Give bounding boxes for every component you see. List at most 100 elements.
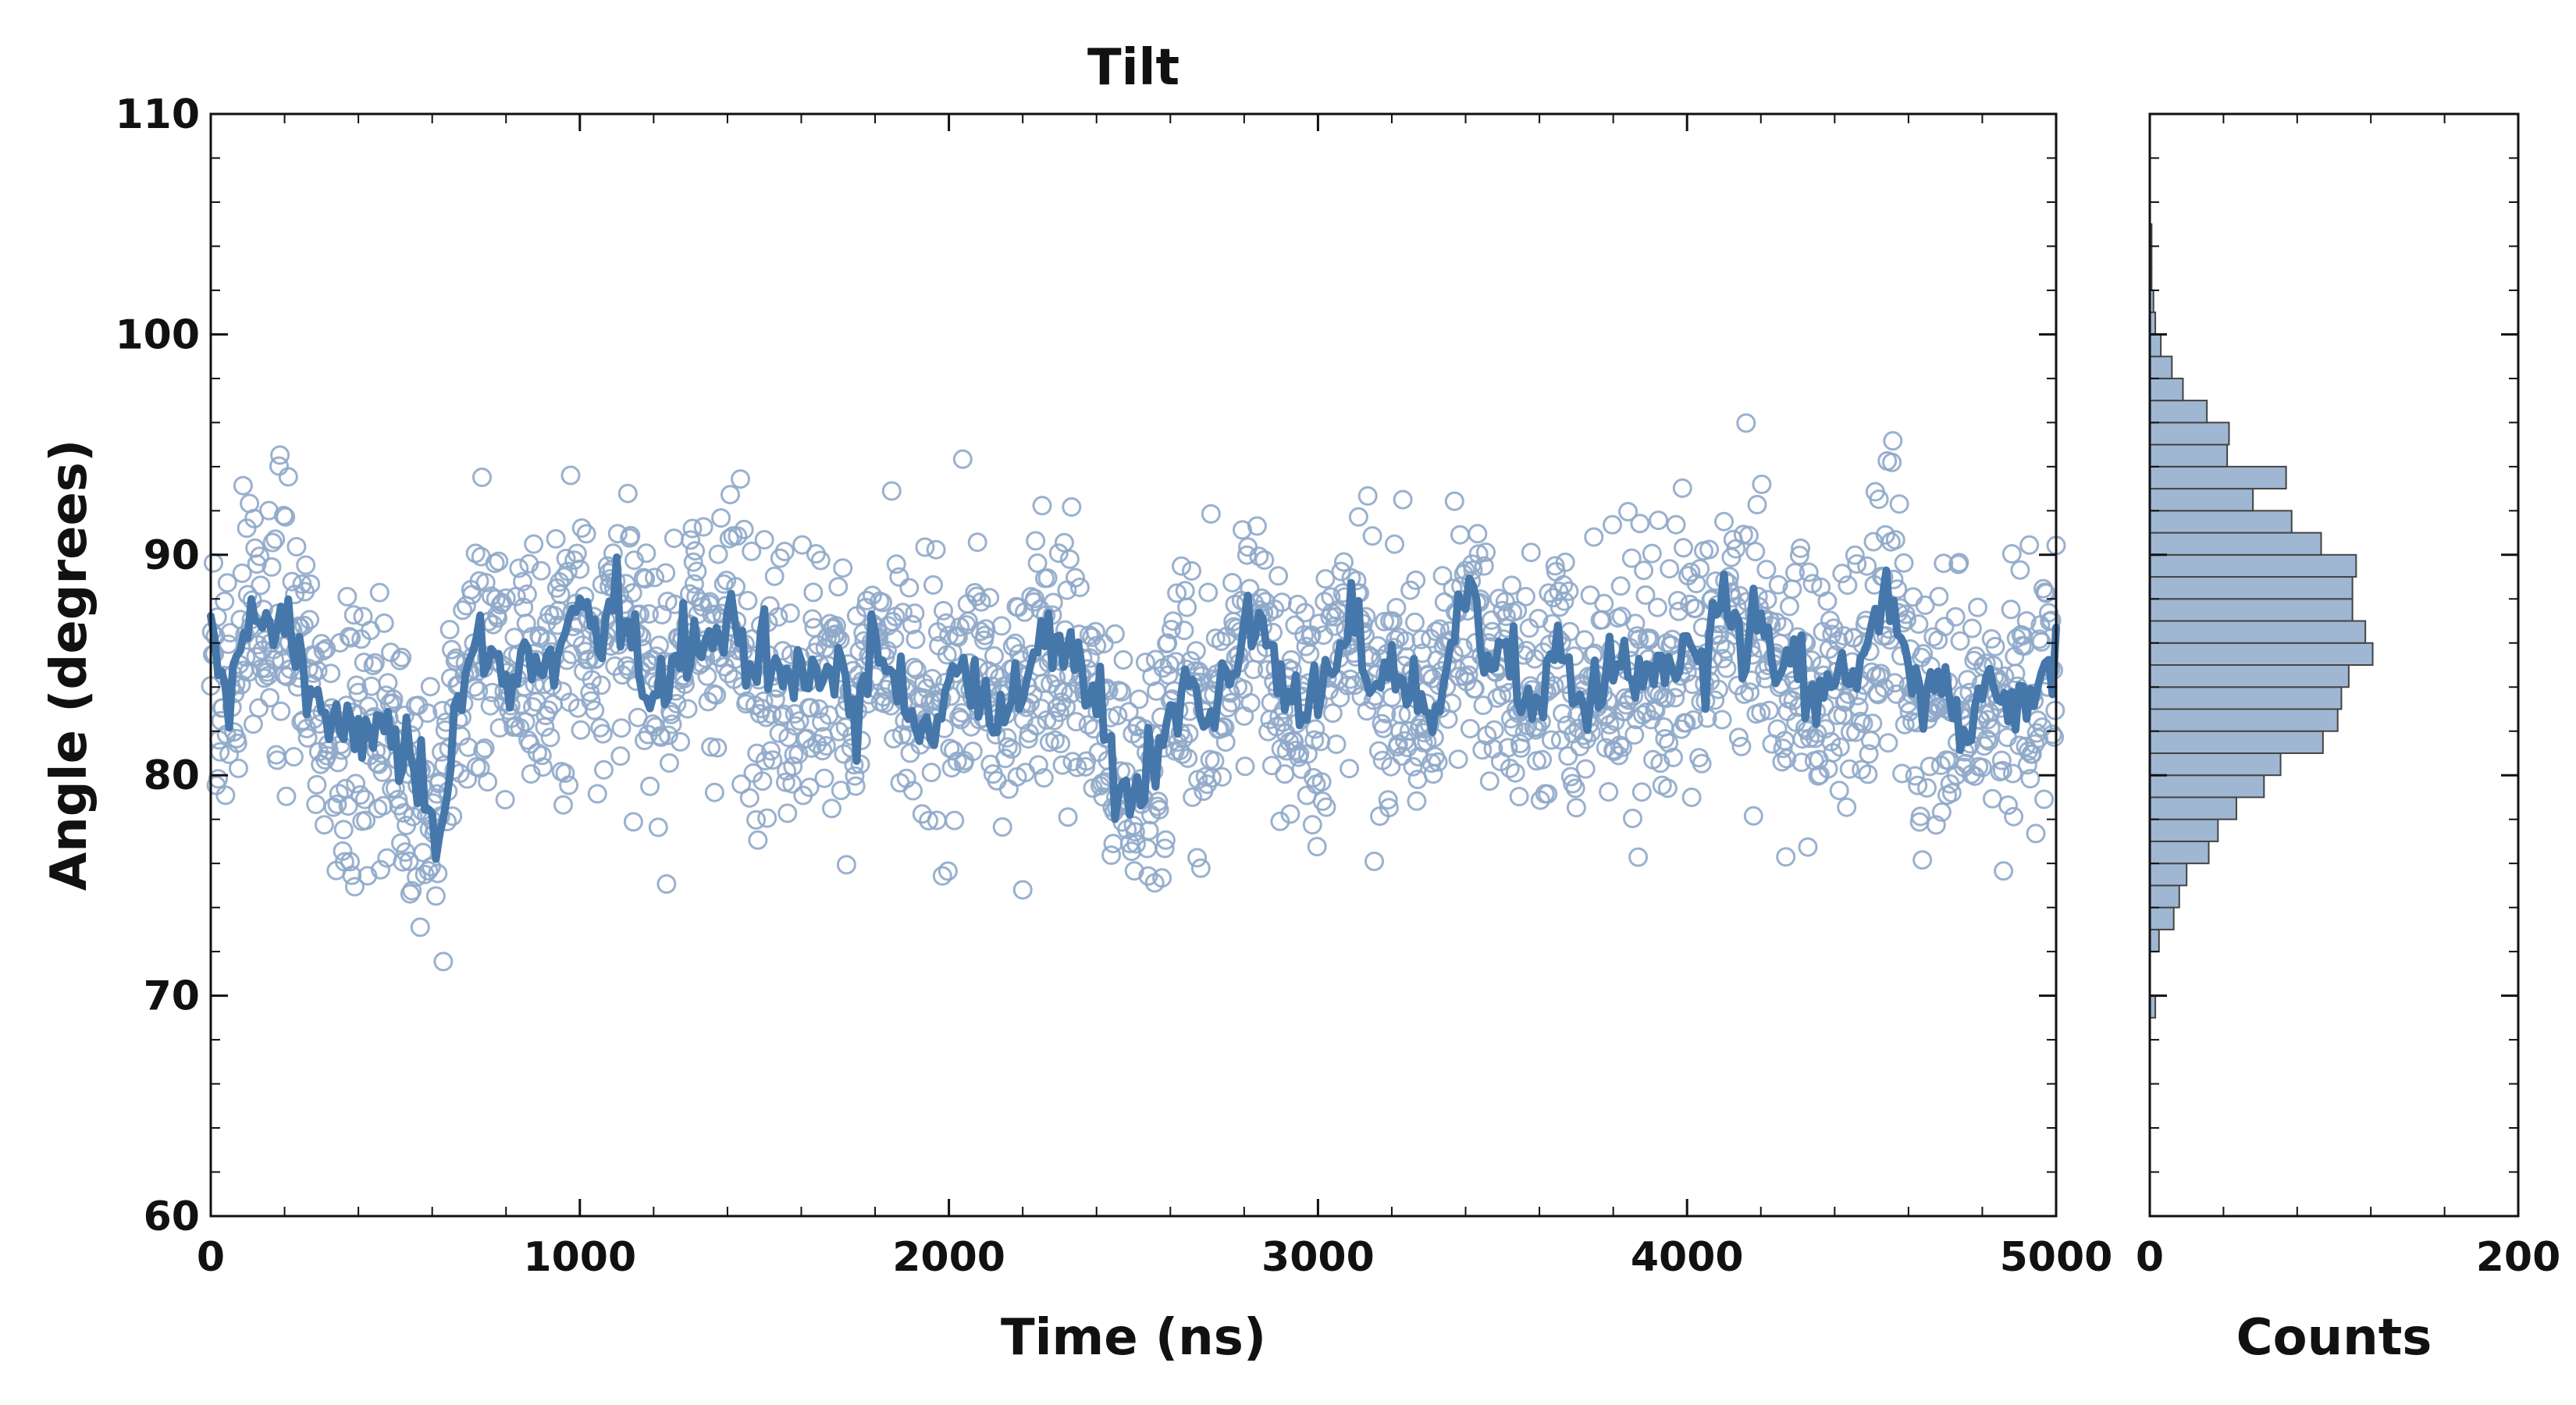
scatter-point — [742, 541, 762, 561]
scatter-point — [329, 784, 349, 804]
scatter-point — [571, 720, 591, 740]
histogram-bars — [2149, 223, 2374, 1019]
scatter-point — [1357, 701, 1377, 721]
scatter-point — [984, 646, 1004, 666]
scatter-point — [2019, 535, 2040, 555]
scatter-point — [1699, 539, 1720, 560]
scatter-point — [945, 810, 965, 831]
scatter-point — [1069, 578, 1090, 597]
scatter-point — [468, 681, 489, 701]
scatter-point — [340, 852, 360, 872]
scatter-point — [294, 615, 314, 635]
scatter-point — [660, 753, 679, 773]
scatter-point — [1665, 688, 1685, 708]
scatter-point — [557, 561, 578, 582]
scatter-point — [1979, 731, 1999, 751]
scatter-point — [649, 635, 669, 656]
scatter-point — [1078, 715, 1098, 735]
scatter-point — [227, 733, 247, 753]
scatter-point — [1839, 759, 1859, 779]
scatter-point — [828, 577, 849, 597]
scatter-point — [204, 553, 223, 573]
scatter-point — [992, 817, 1012, 837]
scatter-point — [369, 582, 390, 603]
scatter-point — [232, 563, 252, 583]
scatter-point — [764, 566, 785, 586]
scatter-point — [902, 614, 922, 635]
scatter-point — [1031, 699, 1051, 719]
scatter-point — [390, 650, 410, 670]
scatter-point — [734, 519, 754, 539]
scatter-point — [1268, 566, 1289, 586]
scatter-point — [1663, 747, 1683, 767]
scatter-point — [1853, 713, 1873, 734]
scatter-point — [1574, 630, 1595, 650]
scatter-point — [611, 718, 632, 738]
x-tick-label: 5000 — [2000, 1234, 2113, 1281]
scatter-point — [1487, 688, 1507, 708]
scatter-point — [1628, 847, 1649, 867]
scatter-point — [1190, 858, 1211, 878]
scatter-point — [581, 691, 601, 711]
scatter-point — [1884, 673, 1905, 693]
scatter-point — [300, 610, 319, 630]
scatter-point — [934, 600, 953, 621]
scatter-point — [704, 782, 724, 802]
histogram-bar — [2149, 686, 2343, 710]
histogram-bar — [2149, 884, 2180, 909]
scatter-point — [388, 789, 408, 809]
scatter-point — [1631, 782, 1652, 802]
scatter-point — [891, 724, 912, 745]
scatter-point — [358, 696, 379, 717]
scatter-point — [1393, 489, 1413, 510]
scatter-point — [774, 542, 795, 561]
scatter-point — [1054, 532, 1074, 553]
scatter-point — [422, 856, 441, 877]
scatter-point — [591, 675, 611, 695]
scatter-point — [1859, 744, 1879, 764]
scatter-point — [1382, 611, 1403, 631]
scatter-point — [1903, 587, 1923, 607]
histogram-bar — [2149, 422, 2230, 446]
scatter-point — [1405, 612, 1425, 632]
scatter-point — [1056, 697, 1076, 717]
scatter-point — [1331, 561, 1351, 582]
scatter-point — [1978, 710, 1998, 730]
scatter-point — [1874, 678, 1895, 698]
scatter-point — [1532, 749, 1553, 770]
scatter-point — [478, 772, 498, 792]
scatter-point — [1215, 732, 1236, 752]
scatter-point — [1305, 719, 1325, 739]
scatter-point — [1736, 413, 1756, 433]
scatter-point — [1450, 525, 1470, 545]
histogram-bar — [2149, 642, 2374, 667]
scatter-point — [1201, 503, 1221, 524]
scatter-point — [1125, 822, 1145, 842]
scatter-point — [1791, 538, 1811, 558]
scatter-point — [671, 731, 691, 752]
scatter-point — [1002, 739, 1022, 759]
scatter-point — [802, 738, 821, 758]
scatter-point — [2017, 755, 2037, 775]
scatter-point — [754, 530, 774, 550]
scatter-point — [1681, 562, 1701, 582]
scatter-point — [495, 790, 515, 809]
scatter-point — [1464, 678, 1485, 699]
scatter-point — [1411, 629, 1432, 649]
scatter-point — [728, 526, 748, 546]
scatter-point — [1667, 591, 1688, 610]
scatter-point — [746, 809, 767, 830]
histogram-bar — [2149, 774, 2265, 799]
scatter-point — [958, 611, 978, 631]
scatter-point — [372, 762, 393, 782]
scatter-point — [1909, 614, 1929, 634]
scatter-point — [2002, 763, 2023, 784]
scatter-point — [1507, 600, 1528, 621]
scatter-point — [1929, 586, 1949, 606]
scatter-point — [2042, 724, 2062, 745]
scatter-point — [648, 817, 668, 838]
scatter-point — [1685, 599, 1706, 618]
scatter-point — [1934, 617, 1955, 637]
scatter-point — [1642, 543, 1662, 564]
scatter-point — [425, 886, 446, 906]
